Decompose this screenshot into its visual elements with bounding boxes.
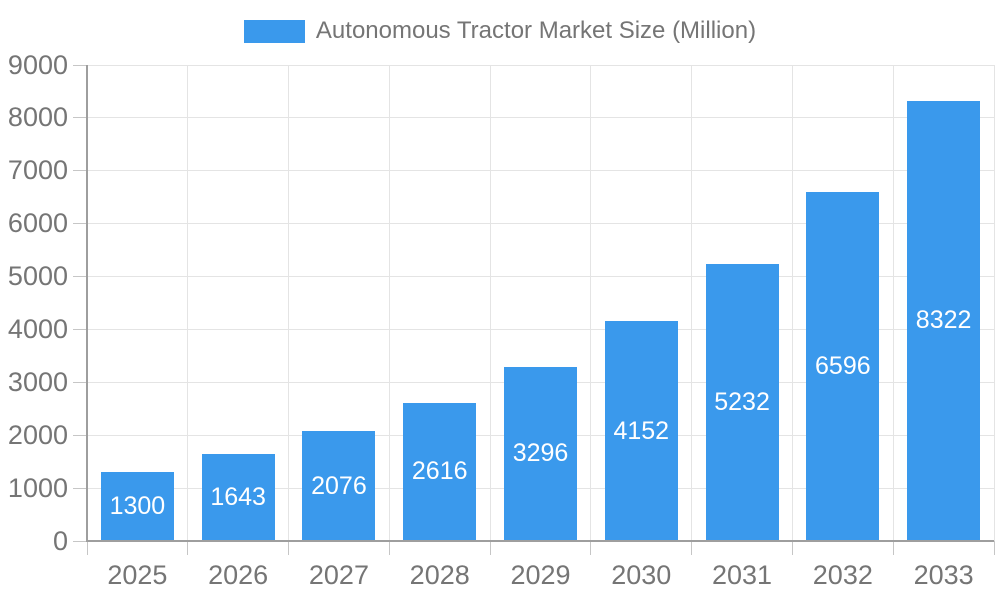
bar-2029[interactable] bbox=[504, 366, 577, 541]
x-axis-tick bbox=[86, 541, 88, 555]
y-axis-tick bbox=[73, 540, 87, 542]
bar-value-label: 8322 bbox=[915, 306, 972, 335]
vertical-gridline bbox=[187, 65, 189, 541]
bar-2031[interactable] bbox=[705, 264, 779, 541]
y-axis-tick bbox=[73, 381, 87, 383]
y-axis-tick bbox=[73, 117, 87, 119]
horizontal-gridline bbox=[87, 223, 994, 225]
y-axis-label: 2000 bbox=[7, 419, 68, 450]
bar-2025[interactable] bbox=[100, 472, 174, 541]
x-axis-label: 2032 bbox=[812, 560, 873, 590]
y-axis-label: 6000 bbox=[7, 208, 68, 239]
bar-2033[interactable] bbox=[907, 100, 981, 541]
x-axis-label: 2031 bbox=[712, 560, 773, 590]
x-axis-line bbox=[86, 540, 994, 542]
y-axis-label: 9000 bbox=[7, 49, 68, 80]
x-axis-tick bbox=[791, 541, 793, 555]
x-axis-tick bbox=[993, 541, 995, 555]
x-axis-tick bbox=[187, 541, 189, 555]
x-axis-label: 2026 bbox=[208, 560, 269, 590]
vertical-gridline bbox=[691, 65, 693, 541]
bar-value-label: 2616 bbox=[411, 457, 468, 486]
x-axis-tick bbox=[892, 541, 894, 555]
x-axis-label: 2027 bbox=[308, 560, 369, 590]
x-axis-tick bbox=[388, 541, 390, 555]
x-axis-label: 2033 bbox=[913, 560, 974, 590]
horizontal-gridline bbox=[87, 117, 994, 119]
y-axis-tick bbox=[73, 170, 87, 172]
bar-2028[interactable] bbox=[403, 402, 477, 541]
legend-label: Autonomous Tractor Market Size (Million) bbox=[315, 17, 757, 44]
y-axis-label: 8000 bbox=[7, 102, 68, 133]
bar-2026[interactable] bbox=[201, 454, 275, 541]
vertical-gridline bbox=[388, 65, 390, 541]
chart-legend[interactable]: Autonomous Tractor Market Size (Million) bbox=[0, 17, 1000, 45]
x-axis-tick bbox=[691, 541, 693, 555]
vertical-gridline bbox=[993, 65, 995, 541]
vertical-gridline bbox=[892, 65, 894, 541]
y-axis-tick bbox=[73, 487, 87, 489]
x-axis-label: 2030 bbox=[611, 560, 672, 590]
x-axis-tick bbox=[489, 541, 491, 555]
bar-2030[interactable] bbox=[604, 321, 678, 541]
y-axis-label: 4000 bbox=[7, 313, 68, 344]
legend-swatch bbox=[243, 19, 305, 43]
horizontal-gridline bbox=[87, 64, 994, 66]
bar-value-label: 1300 bbox=[109, 492, 166, 521]
bar-value-label: 5232 bbox=[714, 388, 770, 417]
y-axis-label: 7000 bbox=[7, 155, 68, 186]
bar-2027[interactable] bbox=[302, 431, 376, 541]
vertical-gridline bbox=[489, 65, 491, 541]
horizontal-gridline bbox=[87, 328, 994, 330]
y-axis-tick bbox=[73, 223, 87, 225]
y-axis-label: 1000 bbox=[7, 472, 68, 503]
bar-value-label: 3296 bbox=[512, 439, 569, 468]
bar-value-label: 6596 bbox=[815, 352, 871, 381]
horizontal-gridline bbox=[87, 276, 994, 278]
y-axis-label: 5000 bbox=[7, 261, 68, 292]
vertical-gridline bbox=[791, 65, 793, 541]
bar-value-label: 4152 bbox=[613, 416, 670, 445]
x-axis-label: 2028 bbox=[409, 560, 470, 590]
y-axis-label: 0 bbox=[52, 525, 68, 556]
y-axis-tick bbox=[73, 328, 87, 330]
horizontal-gridline bbox=[87, 170, 994, 172]
bar-2032[interactable] bbox=[806, 192, 880, 541]
x-axis-tick bbox=[590, 541, 592, 555]
x-axis-tick bbox=[288, 541, 290, 555]
y-axis-label: 3000 bbox=[7, 366, 68, 397]
bar-value-label: 1643 bbox=[210, 483, 266, 512]
y-axis-tick bbox=[73, 434, 87, 436]
y-axis-line bbox=[86, 65, 88, 541]
x-axis-label: 2025 bbox=[107, 560, 168, 590]
bar-value-label: 2076 bbox=[311, 471, 367, 500]
vertical-gridline bbox=[590, 65, 592, 541]
y-axis-tick bbox=[73, 64, 87, 66]
y-axis-tick bbox=[73, 276, 87, 278]
x-axis-label: 2029 bbox=[510, 560, 571, 590]
vertical-gridline bbox=[288, 65, 290, 541]
